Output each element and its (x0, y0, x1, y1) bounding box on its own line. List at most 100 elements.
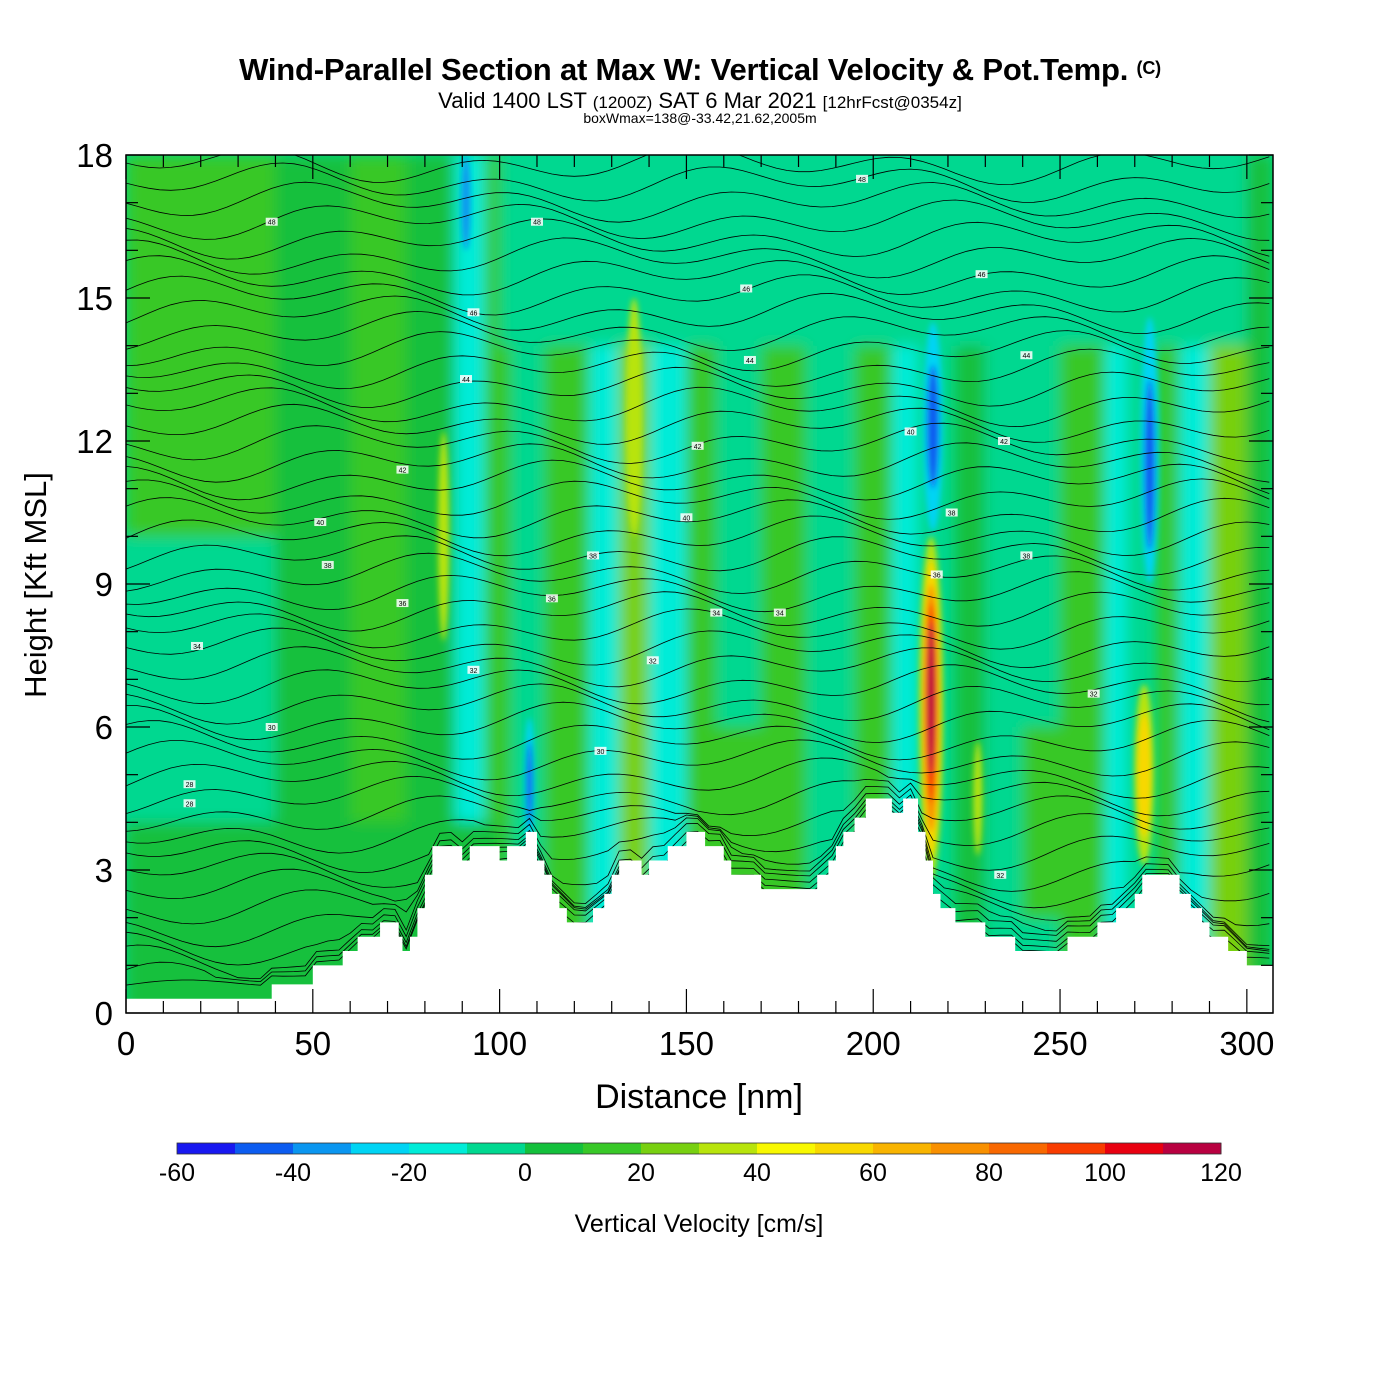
y-tick-label: 0 (95, 995, 113, 1032)
isentrope-line (126, 181, 1270, 223)
isentrope-label: 36 (933, 572, 941, 579)
isentrope-label: 48 (858, 177, 866, 184)
isentrope-label-box (773, 608, 786, 617)
isentrope-labels: 48 48 48 46 46 46 44 44 44 42 42 42 40 40 40 38 38 38 38 36… (183, 174, 1100, 880)
isentrope-line (126, 798, 1270, 874)
isentrope-label-box (1087, 689, 1100, 698)
isentrope-label-box (190, 641, 203, 650)
isentrope-line (126, 591, 1270, 632)
colorbar-swatch (1047, 1143, 1106, 1154)
isentrope-label-box (1020, 351, 1033, 360)
isentrope-label: 32 (470, 668, 478, 675)
colorbar-swatch (177, 1143, 236, 1154)
colorbar-swatch (351, 1143, 410, 1154)
isentrope-label: 28 (186, 801, 194, 808)
colorbar-swatch (293, 1143, 352, 1154)
isentrope-label-box (646, 656, 659, 665)
isentrope-label: 42 (399, 468, 407, 475)
colorbar-swatch (235, 1143, 294, 1154)
isentrope-label-box (997, 437, 1010, 445)
y-tick-label: 12 (76, 423, 113, 460)
isentrope-line (126, 310, 1270, 352)
chart-subtitle: Valid 1400 LST (1200Z) SAT 6 Mar 2021 [1… (438, 88, 962, 113)
isentrope-line (126, 515, 1270, 557)
isentrope-label-box (691, 441, 704, 450)
isentrope-line (126, 785, 1270, 837)
isentrope-line (126, 255, 1270, 296)
field-band (1104, 155, 1128, 1013)
isentrope-line (126, 155, 1270, 186)
isentrope-label: 38 (589, 553, 597, 560)
colorbar-swatch (815, 1143, 874, 1154)
isentrope-line (126, 199, 1270, 241)
isentrope-line (126, 775, 1270, 817)
field-band (126, 155, 276, 537)
x-axis-label: Distance [nm] (595, 1078, 803, 1116)
isentrope-label: 44 (462, 377, 470, 384)
isentrope-label: 32 (1090, 692, 1098, 699)
isentrope-line (126, 274, 1270, 316)
y-axis-label: Height [Kft MSL] (18, 472, 53, 698)
colorbar-tick-label: 80 (975, 1159, 1003, 1187)
isentrope-label-box (710, 608, 723, 617)
isentrope-label: 36 (399, 601, 407, 608)
x-tick-label: 300 (1219, 1025, 1274, 1062)
isentrope-label-box (740, 284, 753, 293)
isentrope-label-box (396, 599, 409, 608)
colorbar-tick-label: 120 (1200, 1159, 1242, 1187)
colorbar-swatch (1105, 1143, 1164, 1154)
y-tick-label: 15 (76, 280, 113, 317)
isentrope-label: 40 (907, 429, 915, 436)
isentrope-label-box (975, 270, 988, 279)
field-band (126, 631, 239, 775)
velocity-core (437, 431, 450, 642)
x-tick-label: 100 (472, 1025, 527, 1062)
isentrope-label: 38 (1023, 553, 1031, 560)
isentrope-line (126, 237, 1270, 279)
isentrope-line (126, 162, 1270, 203)
isentrope-line (126, 802, 1270, 892)
isentrope-line (126, 535, 1270, 576)
isentrope-label: 32 (649, 658, 657, 665)
colorbar-tick-label: 0 (518, 1159, 532, 1187)
velocity-core (1137, 712, 1151, 837)
velocity-core (973, 741, 983, 856)
colorbar-swatch (409, 1143, 468, 1154)
isentrope-line (126, 552, 1270, 594)
plot-area: 48 48 48 46 46 46 44 44 44 42 42 42 40 40 40 38 38 38 38 36… (126, 155, 1273, 1013)
isentrope-label: 46 (742, 286, 750, 293)
isentrope-label-box (467, 308, 480, 317)
isentrope-label-box (467, 665, 480, 674)
colorbar-swatch (467, 1143, 526, 1154)
isentrope-line (126, 646, 1270, 688)
isentrope-line (126, 293, 1270, 334)
colorbar-swatch (1163, 1143, 1222, 1154)
isentrope-line (126, 757, 1270, 799)
colorbar-frame (176, 1142, 1222, 1155)
colorbar-tick-label: 40 (743, 1159, 771, 1187)
isentrope-line (126, 739, 1270, 781)
isentrope-line (126, 459, 1270, 501)
isentrope-line (126, 348, 1270, 390)
colorbar: -60 -40 -20 0 20 40 60 80 100 120 (159, 1142, 1242, 1187)
field-band (1022, 727, 1098, 918)
colorbar-label: Vertical Velocity [cm/s] (575, 1210, 824, 1238)
isentrope-label-box (587, 551, 600, 560)
field-band (499, 155, 1247, 346)
isentrope-line (126, 793, 1270, 854)
velocity-core (1144, 379, 1155, 551)
isentrope-label: 30 (268, 725, 276, 732)
isentrope-label-box (904, 427, 917, 436)
isentrope-line (126, 366, 1270, 408)
isentrope-line (126, 478, 1270, 520)
velocity-field (126, 155, 1273, 1013)
colorbar-swatch (583, 1143, 642, 1154)
isentrope-label: 48 (533, 220, 541, 227)
isentrope-label-box (396, 465, 409, 474)
isentrope-label: 48 (268, 220, 276, 227)
isentrope-label-box (743, 355, 756, 364)
isentrope-line (126, 664, 1270, 706)
terrain-mask (126, 798, 1273, 1013)
isentrope-label: 36 (548, 596, 556, 603)
isentrope-line (126, 571, 1270, 613)
